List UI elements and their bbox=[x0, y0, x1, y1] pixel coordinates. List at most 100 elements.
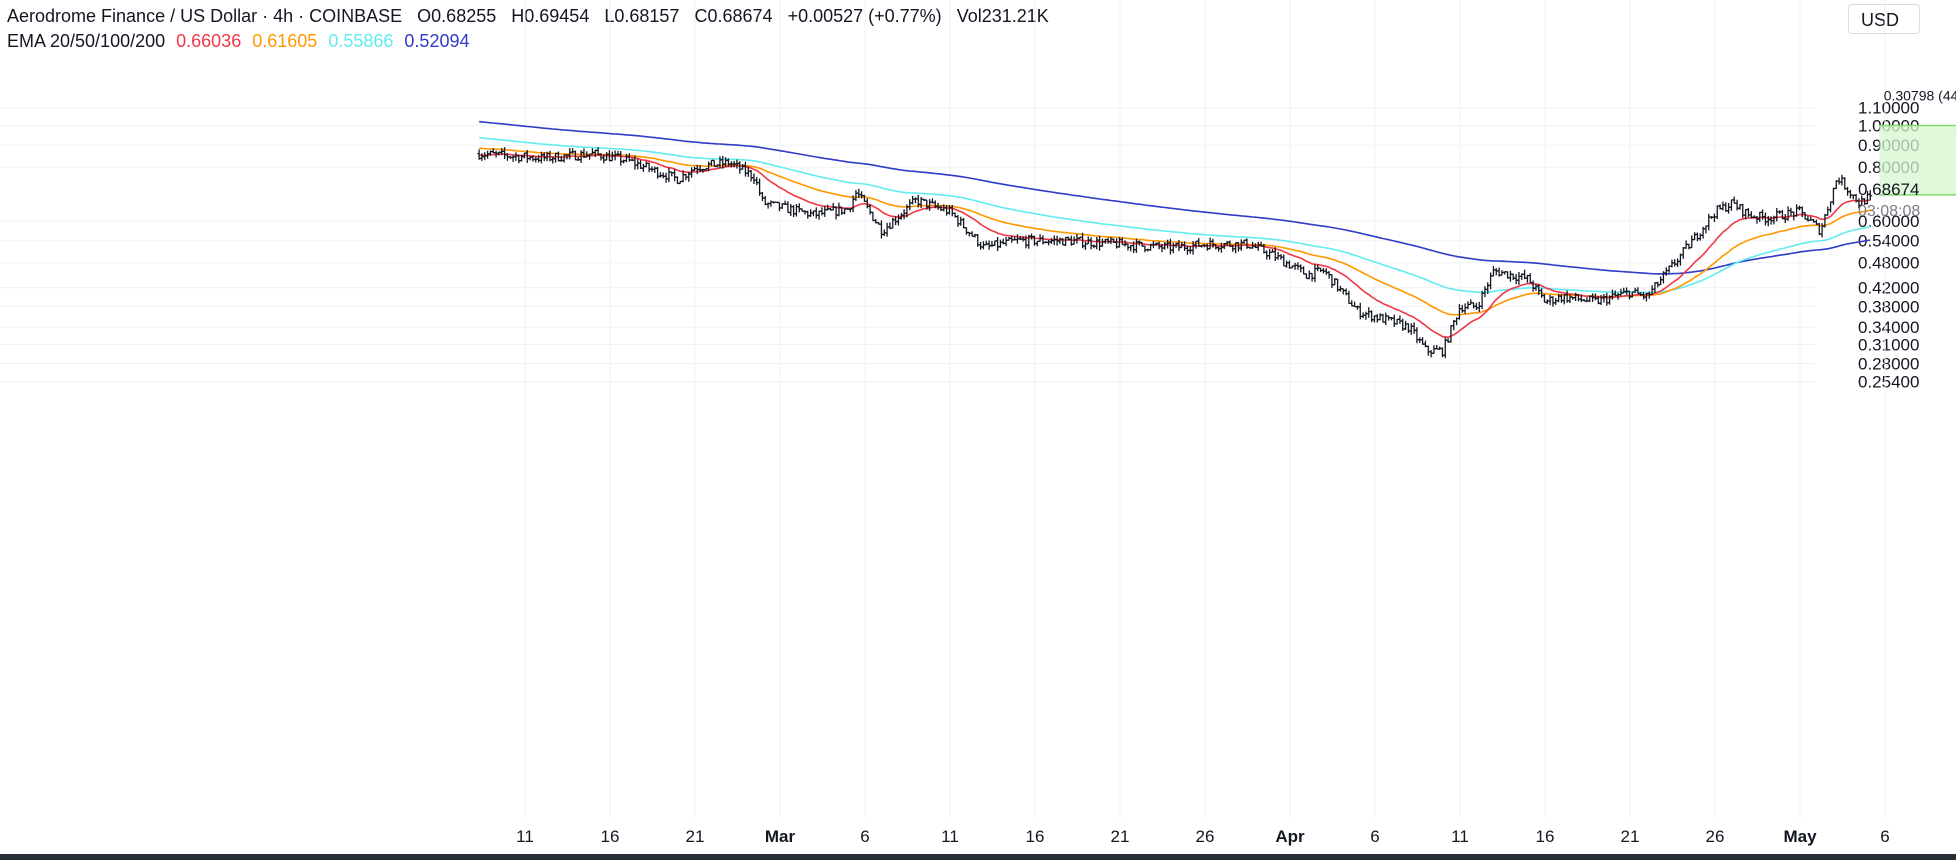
ohlc-bar bbox=[961, 217, 966, 229]
ohlc-bar bbox=[1097, 235, 1102, 251]
ohlc-bar bbox=[1704, 225, 1708, 234]
y-tick-label: 0.60000 bbox=[1858, 212, 1919, 231]
ohlc-bar bbox=[1803, 211, 1807, 220]
ohlc-bar bbox=[1488, 272, 1493, 290]
ohlc-bar bbox=[1307, 270, 1312, 280]
ohlc-bar bbox=[1383, 312, 1388, 326]
ohlc-bar bbox=[910, 195, 915, 205]
ohlc-bar bbox=[1508, 270, 1513, 282]
currency-selector[interactable]: USD bbox=[1848, 4, 1920, 34]
ohlc-bar bbox=[1415, 327, 1419, 344]
ohlc-bar bbox=[1171, 242, 1176, 254]
ohlc-bar bbox=[1715, 205, 1720, 219]
ohlc-bar bbox=[1604, 292, 1609, 306]
x-tick-label: Mar bbox=[765, 827, 796, 846]
ohlc-bar bbox=[1585, 297, 1589, 303]
x-tick-label: 11 bbox=[516, 827, 534, 846]
y-tick-label: 1.10000 bbox=[1858, 99, 1919, 118]
ohlc-bar bbox=[590, 148, 595, 155]
ohlc-bar bbox=[794, 204, 799, 217]
volume-label: Vol bbox=[956, 6, 982, 26]
ohlc-bar bbox=[786, 201, 790, 214]
ohlc-bar bbox=[1083, 241, 1088, 250]
ohlc-bar bbox=[550, 156, 555, 164]
ohlc-bar bbox=[1449, 325, 1453, 343]
ohlc-bar bbox=[995, 236, 1000, 251]
ohlc-bar bbox=[1698, 233, 1703, 241]
ohlc-bar bbox=[885, 222, 889, 237]
ohlc-bar bbox=[1746, 208, 1751, 218]
low-value: 0.68157 bbox=[614, 6, 680, 26]
x-tick-label: 11 bbox=[1451, 827, 1469, 846]
ohlc-bar bbox=[1364, 311, 1368, 320]
x-tick-label: 26 bbox=[1196, 827, 1215, 846]
ohlc-bar bbox=[902, 209, 906, 220]
ohlc-bar bbox=[1409, 323, 1414, 335]
ohlc-bar bbox=[1681, 246, 1686, 259]
ohlc-bar bbox=[664, 172, 668, 183]
y-tick-label: 0.48000 bbox=[1858, 254, 1919, 273]
ohlc-bar bbox=[1060, 237, 1065, 246]
ohlc-bar bbox=[1825, 206, 1830, 216]
ohlc-bar bbox=[1602, 294, 1606, 303]
ohlc-bar bbox=[1293, 262, 1297, 270]
x-tick-label: 21 bbox=[1621, 827, 1640, 846]
ohlc-bar bbox=[791, 205, 796, 218]
ohlc-bar bbox=[1426, 345, 1431, 356]
ohlc-bar bbox=[1848, 189, 1853, 199]
ohlc-bar bbox=[752, 173, 756, 185]
ohlc-bar bbox=[1301, 266, 1306, 275]
ema-indicator-label[interactable]: EMA 20/50/100/200 bbox=[7, 31, 166, 51]
ohlc-bar bbox=[817, 210, 821, 220]
x-tick-label: 21 bbox=[1111, 827, 1130, 846]
y-tick-label: 0.54000 bbox=[1858, 232, 1919, 251]
ohlc-bar bbox=[1313, 264, 1317, 283]
ohlc-bar bbox=[1840, 174, 1844, 186]
volume-value: 231.21K bbox=[981, 6, 1049, 26]
measure-range-box bbox=[1879, 125, 1956, 195]
ohlc-bar bbox=[754, 176, 759, 186]
ohlc-bar bbox=[1366, 307, 1371, 318]
ohlc-bar bbox=[570, 148, 575, 154]
ohlc-bar bbox=[743, 161, 748, 177]
ohlc-bar bbox=[1463, 303, 1467, 314]
ohlc-bar bbox=[871, 211, 875, 222]
symbol-title[interactable]: Aerodrome Finance / US Dollar · 4h · COI… bbox=[7, 6, 403, 26]
ohlc-bar bbox=[822, 205, 827, 217]
ohlc-bar bbox=[1089, 237, 1093, 250]
ohlc-bar bbox=[1545, 299, 1550, 305]
ohlc-bar bbox=[1729, 199, 1734, 211]
ohlc-bar bbox=[1281, 254, 1286, 267]
ohlc-bar bbox=[655, 166, 660, 179]
open-value: 0.68255 bbox=[431, 6, 497, 26]
ohlc-bar bbox=[1528, 273, 1533, 284]
ohlc-bar bbox=[641, 163, 646, 172]
ohlc-bar bbox=[1264, 250, 1269, 260]
ohlc-bar bbox=[675, 176, 680, 185]
ohlc-bar bbox=[1531, 280, 1535, 292]
ohlc-bar bbox=[1412, 322, 1416, 334]
ohlc-bar bbox=[1735, 199, 1739, 211]
ohlc-bar bbox=[1194, 240, 1198, 249]
ohlc-bar bbox=[1310, 272, 1314, 282]
ohlc-bar bbox=[797, 203, 802, 213]
y-tick-label: 0.25400 bbox=[1858, 373, 1919, 392]
ohlc-bar bbox=[1726, 202, 1731, 214]
ohlc-bar bbox=[1687, 243, 1691, 250]
ohlc-bar bbox=[618, 150, 623, 166]
ema100-value: 0.55866 bbox=[328, 31, 394, 51]
high-value: 0.69454 bbox=[524, 6, 590, 26]
ohlc-bar bbox=[1094, 236, 1099, 250]
ohlc-bar bbox=[1658, 276, 1663, 286]
ohlc-bar bbox=[1440, 347, 1445, 358]
ohlc-bar bbox=[1548, 294, 1552, 306]
ohlc-bar bbox=[1511, 273, 1516, 281]
legend-row-ema: EMA 20/50/100/200 0.66036 0.61605 0.5586… bbox=[7, 31, 470, 52]
high-label: H bbox=[511, 6, 525, 26]
x-tick-label: May bbox=[1783, 827, 1817, 846]
ohlc-bar bbox=[964, 227, 969, 235]
x-tick-label: 21 bbox=[686, 827, 705, 846]
ohlc-bar bbox=[837, 202, 841, 217]
x-tick-label: 16 bbox=[1536, 827, 1555, 846]
